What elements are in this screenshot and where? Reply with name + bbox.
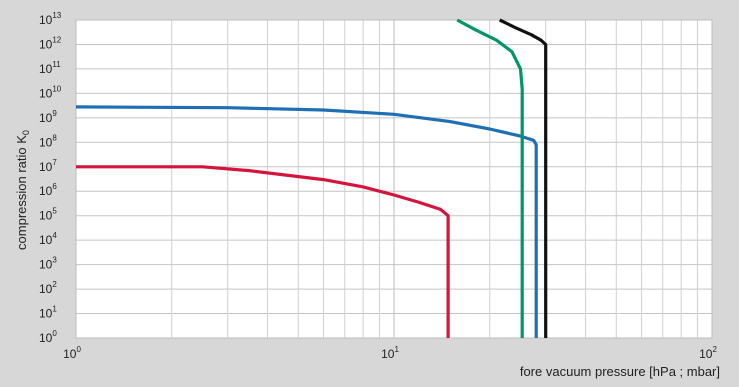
y-tick-label: 1010 [39, 84, 62, 100]
y-tick-label: 106 [39, 182, 57, 198]
y-tick-label: 105 [39, 207, 57, 223]
series-line-2 [75, 105, 538, 338]
y-tick-label: 1011 [39, 60, 61, 76]
grid [75, 19, 713, 339]
series-line-4 [498, 18, 548, 338]
y-tick-label: 101 [39, 305, 57, 321]
x-axis-label: fore vacuum pressure [hPa ; mbar] [520, 364, 720, 379]
y-tick-label: 104 [39, 231, 57, 247]
y-tick-label: 107 [39, 158, 57, 174]
x-tick-label: 101 [381, 345, 399, 361]
plot-frame [75, 19, 713, 339]
y-tick-label: 109 [39, 109, 57, 125]
x-tick-label: 100 [63, 345, 81, 361]
series-layer [75, 18, 548, 338]
y-tick-label: 100 [39, 329, 57, 345]
y-axis-label: compression ratio K0 [14, 130, 31, 250]
y-tick-label: 1013 [39, 11, 62, 27]
y-tick-label: 103 [39, 256, 57, 272]
series-line-1 [76, 165, 450, 338]
y-tick-label: 1012 [39, 35, 62, 51]
x-tick-label: 102 [699, 345, 717, 361]
y-tick-label: 102 [39, 280, 57, 296]
y-tick-labels: 100 101 102 103 104 105 106 107 108 109 1010 1011 10… [39, 11, 62, 345]
y-tick-label: 108 [39, 133, 57, 149]
series-line-3 [456, 18, 524, 338]
x-tick-labels: 100 101 102 [63, 345, 717, 361]
